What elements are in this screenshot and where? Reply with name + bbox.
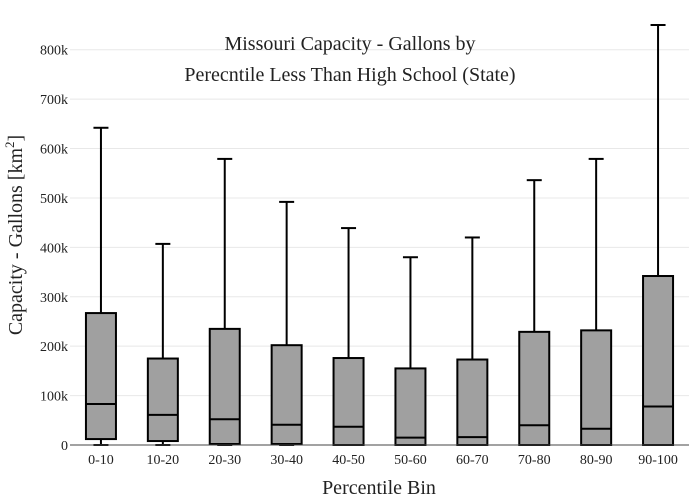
y-tick-labels: 0 100k 200k 300k 400k 500k 600k 700k 800k	[40, 44, 68, 454]
x-tick-label: 70-80	[518, 453, 551, 468]
x-tick-label: 40-50	[332, 453, 365, 468]
y-tick-label: 400k	[40, 241, 68, 256]
iqr-box	[580, 329, 613, 447]
y-tick-label: 500k	[40, 192, 68, 207]
x-tick-label: 10-20	[147, 453, 180, 468]
y-tick-label: 700k	[40, 93, 68, 108]
x-tick-labels: 0-10 10-20 20-30 30-40 40-50 50-60 60-70 70-80 8…	[88, 453, 678, 468]
y-tick-label: 800k	[40, 44, 68, 59]
x-tick-label: 90-100	[638, 453, 678, 468]
iqr-box	[270, 344, 303, 446]
box-70-80	[518, 179, 551, 446]
y-tick-label: 300k	[40, 291, 68, 306]
iqr-box	[208, 327, 241, 446]
box-30-40	[270, 200, 303, 446]
y-tick-label: 600k	[40, 143, 68, 158]
iqr-box	[394, 367, 427, 447]
box-80-90	[580, 157, 613, 447]
x-axis-title: Percentile Bin	[322, 477, 436, 499]
y-tick-label: 0	[61, 439, 68, 454]
y-tick-label: 200k	[40, 340, 68, 355]
iqr-box	[84, 312, 117, 441]
iqr-box	[146, 357, 179, 443]
iqr-box	[332, 357, 365, 447]
x-tick-label: 50-60	[394, 453, 427, 468]
iqr-box	[642, 275, 675, 447]
box-40-50	[332, 227, 365, 447]
x-tick-label: 20-30	[208, 453, 241, 468]
iqr-box	[456, 358, 489, 446]
x-tick-label: 80-90	[580, 453, 613, 468]
box-0-10	[84, 126, 117, 446]
y-tick-label: 100k	[40, 390, 68, 405]
box-series	[84, 24, 675, 447]
chart-title-line-2: Perecntile Less Than High School (State)	[184, 64, 515, 86]
box-10-20	[146, 242, 179, 446]
y-axis-title-main: Capacity - Gallons [km	[5, 148, 27, 336]
iqr-box	[518, 330, 551, 446]
y-axis-title-end: ]	[5, 135, 27, 142]
y-axis-title-superscript: 2	[2, 141, 17, 148]
x-tick-label: 30-40	[270, 453, 303, 468]
x-tick-label: 60-70	[456, 453, 489, 468]
box-60-70	[456, 236, 489, 446]
box-90-100	[642, 24, 675, 447]
grid-lines	[70, 49, 689, 397]
x-tick-label: 0-10	[88, 453, 114, 468]
box-20-30	[208, 157, 241, 446]
y-axis-title: Capacity - Gallons [km2]	[2, 135, 27, 335]
box-50-60	[394, 256, 427, 447]
chart-title-line-1: Missouri Capacity - Gallons by	[224, 33, 475, 55]
